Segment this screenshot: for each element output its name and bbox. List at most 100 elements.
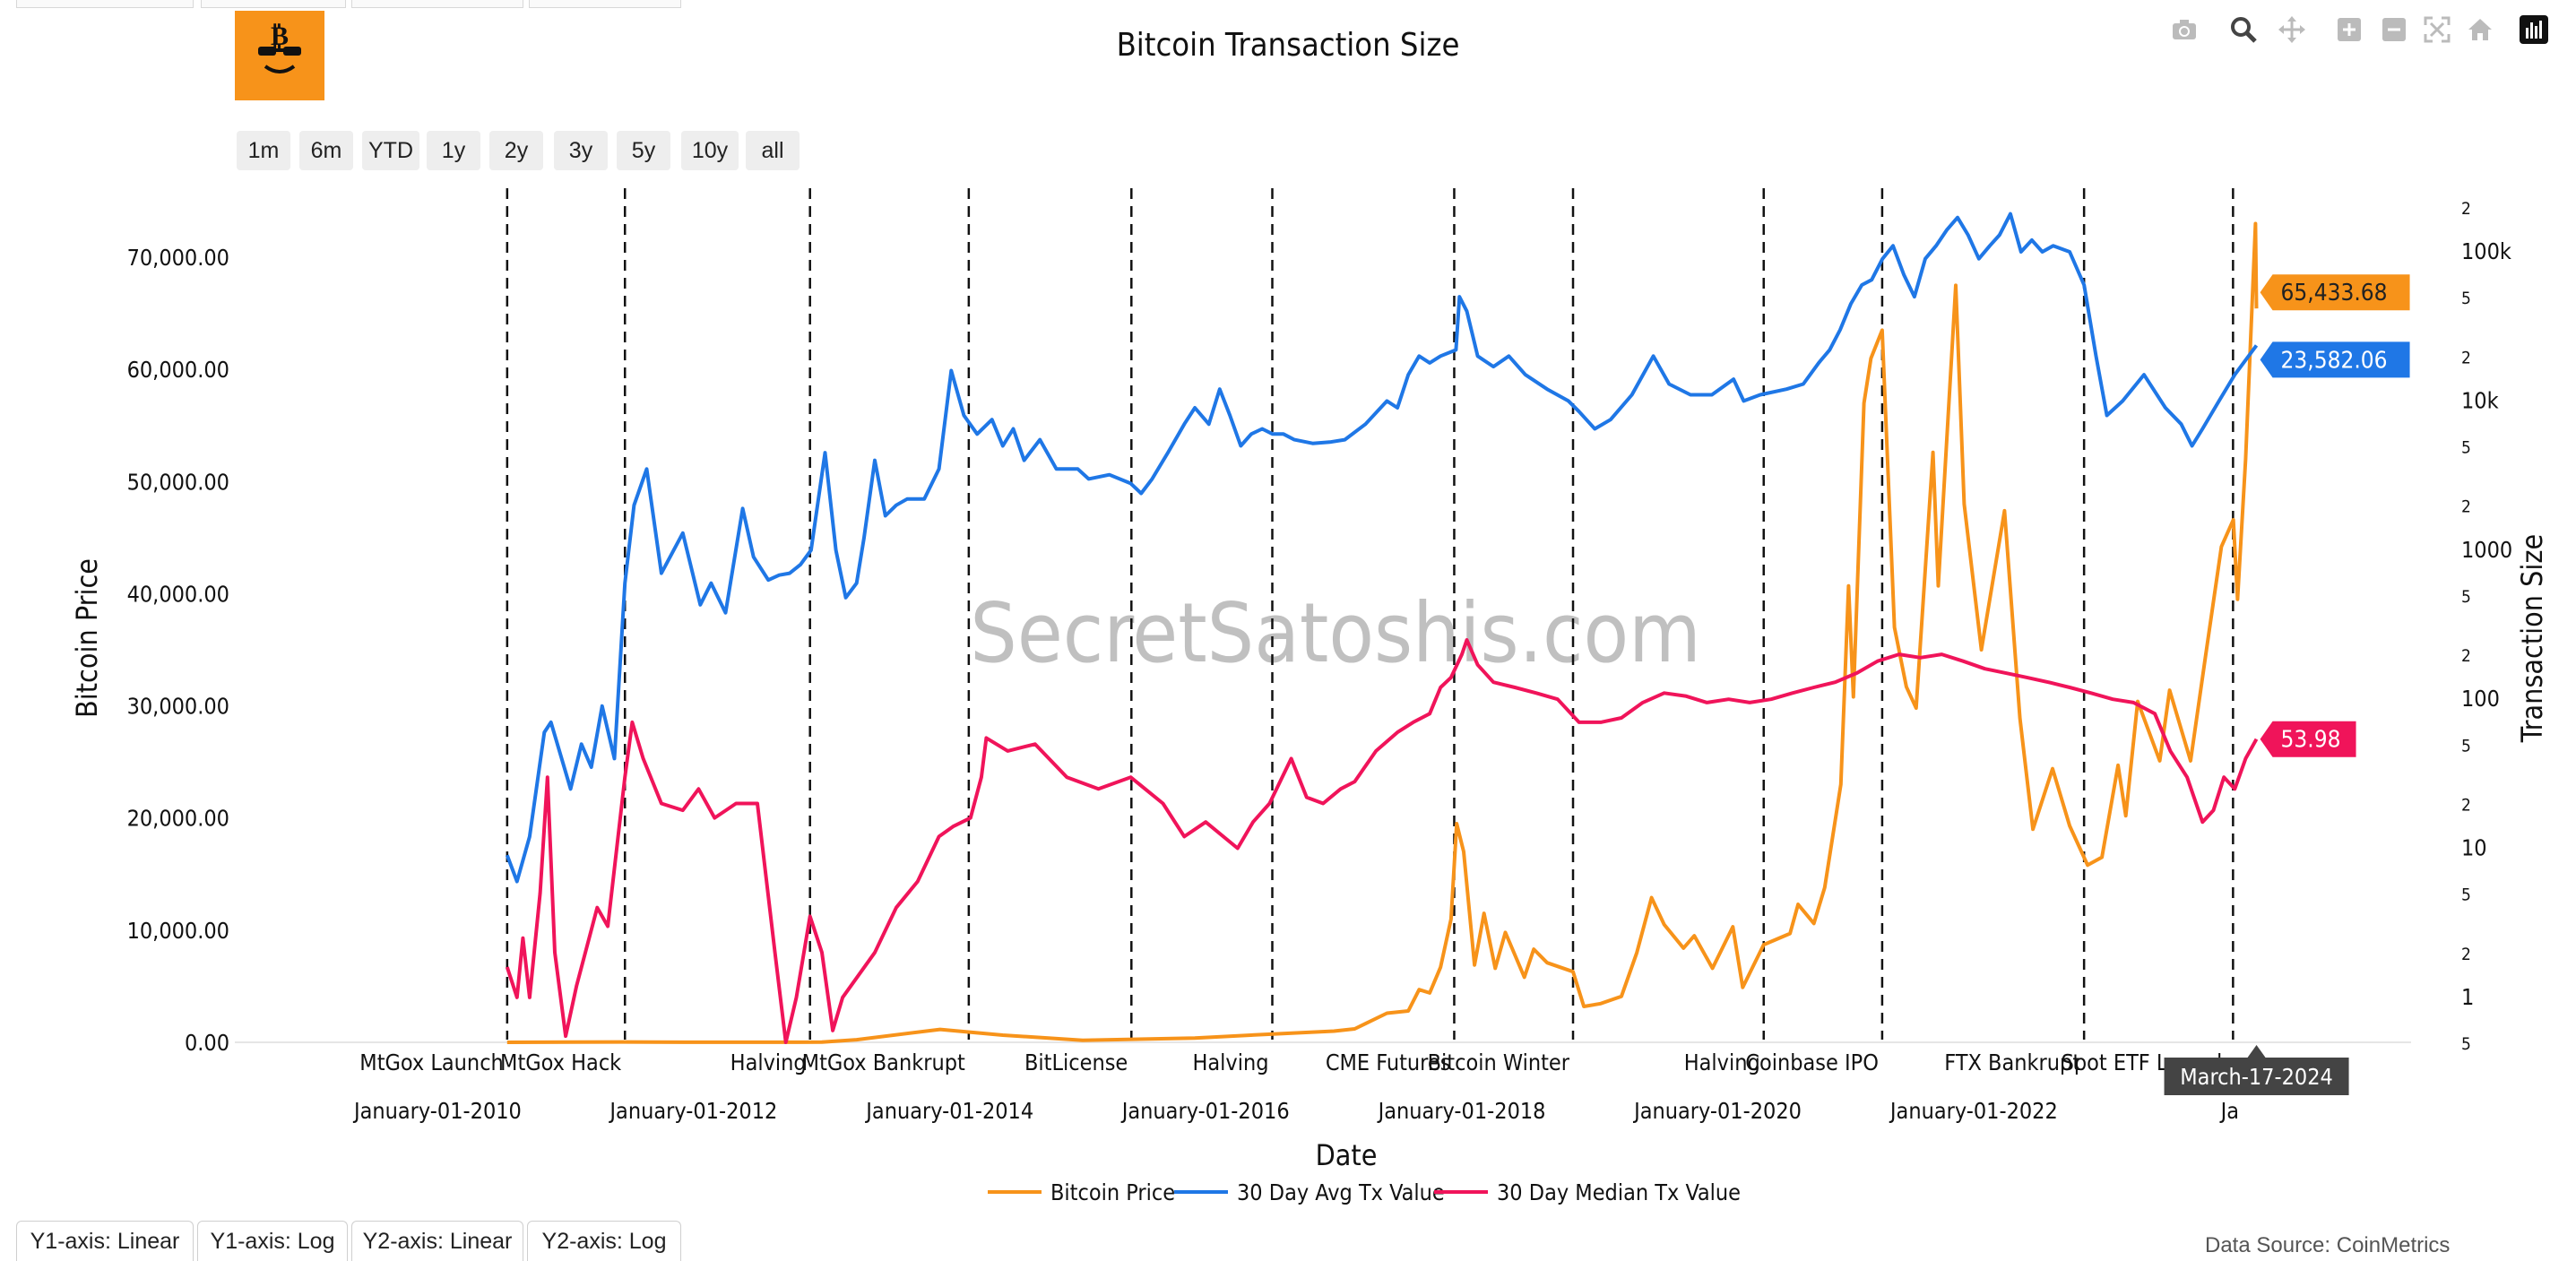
y2-tick-label-17: 5 (2461, 1034, 2471, 1054)
top-tab-2[interactable] (201, 0, 346, 8)
series-line-30-day-median-tx-value (505, 638, 2259, 1044)
y-axis-right: 1 2 5 10 2 5 100 2 5 1000 2 5 10k 2 5 100k 2 5 (2461, 199, 2512, 1054)
hover-label-median: 53.98 (2281, 727, 2341, 754)
y2-tick-label-3: 10 (2461, 835, 2487, 861)
y2-tick-label-1: 2 (2461, 945, 2471, 964)
hover-x-label: March-17-2024 (2180, 1064, 2333, 1090)
hover-label-median-box (2260, 721, 2356, 757)
legend: Bitcoin Price 30 Day Avg Tx Value 30 Day M… (988, 1179, 1741, 1205)
zoom-in-icon[interactable] (2334, 14, 2364, 45)
x-tick-label-partial: Ja (2219, 1098, 2239, 1124)
event-label-7: Bitcoin Winter (1428, 1049, 1570, 1075)
top-tab-4[interactable] (529, 0, 681, 8)
series-lines (505, 212, 2259, 1044)
hover-label-avg: 23,582.06 (2281, 347, 2388, 374)
y2-linear-button[interactable]: Y2-axis: Linear (351, 1221, 523, 1261)
event-label-2: Halving (730, 1049, 807, 1075)
event-label-8: Halving (1684, 1049, 1760, 1075)
legend-label-1[interactable]: 30 Day Avg Tx Value (1237, 1179, 1445, 1205)
event-label-9: Coinbase IPO (1745, 1049, 1879, 1075)
pan-icon[interactable] (2277, 14, 2307, 45)
y2-tick-label-14: 5 (2461, 289, 2471, 308)
y2-tick-label-8: 5 (2461, 587, 2471, 607)
event-label-1: MtGox Hack (500, 1049, 621, 1075)
y-tick-label-7: 70,000.00 (127, 245, 229, 271)
range-button-1y[interactable]: 1y (427, 131, 480, 170)
y2-tick-label-0: 1 (2461, 984, 2474, 1010)
x-axis-title: Date (1316, 1138, 1378, 1172)
y-tick-label-1: 10,000.00 (127, 918, 229, 944)
y2-tick-label-9: 1000 (2461, 537, 2512, 563)
range-button-1m[interactable]: 1m (237, 131, 290, 170)
x-tick-label-3: January-01-2016 (1120, 1098, 1290, 1124)
range-button-5y[interactable]: 5y (617, 131, 670, 170)
y1-linear-button[interactable]: Y1-axis: Linear (16, 1221, 194, 1261)
event-label-10: FTX Bankrupt (1944, 1049, 2080, 1075)
y2-tick-label-13: 2 (2461, 348, 2471, 367)
hover-label-price-box (2260, 274, 2410, 311)
series-line-30-day-avg-tx-value (505, 212, 2259, 884)
hover-labels: 65,433.68 23,582.06 53.98 March-17-2024 (2164, 274, 2410, 1095)
hover-label-price: 65,433.68 (2281, 280, 2388, 307)
y-tick-label-5: 50,000.00 (127, 469, 229, 495)
camera-icon[interactable] (2169, 14, 2200, 45)
y-axis-title: Bitcoin Price (70, 558, 104, 718)
x-tick-label-1: January-01-2012 (608, 1098, 777, 1124)
hover-label-avg-box (2260, 341, 2410, 378)
y2-tick-label-16: 2 (2461, 199, 2471, 219)
x-tick-label-5: January-01-2020 (1632, 1098, 1802, 1124)
event-label-5: Halving (1192, 1049, 1268, 1075)
x-tick-label-2: January-01-2014 (864, 1098, 1033, 1124)
y1-log-button[interactable]: Y1-axis: Log (197, 1221, 348, 1261)
y-axis-left: 0.00 10,000.00 20,000.00 30,000.00 40,000.00… (127, 245, 229, 1056)
y2-axis-title: Transaction Size (2515, 534, 2549, 743)
data-source-note: Data Source: CoinMetrics (2205, 1233, 2451, 1257)
y2-tick-label-7: 2 (2461, 646, 2471, 666)
legend-label-2[interactable]: 30 Day Median Tx Value (1497, 1179, 1741, 1205)
legend-label-0[interactable]: Bitcoin Price (1050, 1179, 1175, 1205)
event-label-4: BitLicense (1024, 1049, 1128, 1075)
plotly-logo-icon[interactable] (2519, 14, 2549, 45)
watermark: SecretSatoshis.com (970, 585, 1700, 681)
bitcoin-face-logo-icon: ₿ (235, 11, 324, 100)
y2-tick-label-6: 100 (2461, 686, 2500, 712)
range-button-2y[interactable]: 2y (489, 131, 543, 170)
event-label-0: MtGox Launch (359, 1049, 504, 1075)
range-button-ytd[interactable]: YTD (362, 131, 419, 170)
y2-tick-label-10: 2 (2461, 497, 2471, 517)
range-button-3y[interactable]: 3y (554, 131, 608, 170)
hover-x-label-box (2164, 1045, 2349, 1095)
x-tick-label-4: January-01-2018 (1377, 1098, 1546, 1124)
x-tick-label-0: January-01-2010 (352, 1098, 522, 1124)
y2-tick-label-12: 10k (2461, 387, 2499, 413)
y-tick-label-2: 20,000.00 (127, 806, 229, 832)
zoom-icon[interactable] (2228, 14, 2259, 45)
y2-tick-label-15: 100k (2461, 238, 2511, 264)
chart-title: Bitcoin Transaction Size (1116, 27, 1460, 64)
y-tick-label-3: 30,000.00 (127, 694, 229, 720)
y2-log-button[interactable]: Y2-axis: Log (527, 1221, 681, 1261)
top-tab-3[interactable] (351, 0, 523, 8)
range-button-10y[interactable]: 10y (681, 131, 739, 170)
range-button-all[interactable]: all (746, 131, 800, 170)
zoom-out-icon[interactable] (2379, 14, 2409, 45)
event-label-6: CME Futures (1326, 1049, 1451, 1075)
y2-tick-label-2: 5 (2461, 885, 2471, 905)
y2-tick-label-11: 5 (2461, 438, 2471, 458)
svg-text:₿: ₿ (271, 21, 289, 52)
autoscale-icon[interactable] (2422, 14, 2452, 45)
x-tick-label-6: January-01-2022 (1889, 1098, 2058, 1124)
y2-tick-label-5: 5 (2461, 736, 2471, 756)
y-tick-label-6: 60,000.00 (127, 357, 229, 383)
event-label-3: MtGox Bankrupt (802, 1049, 965, 1075)
x-axis: January-01-2010 January-01-2012 January-01… (352, 1098, 2239, 1124)
top-tab-1[interactable] (16, 0, 194, 8)
series-line-bitcoin-price (506, 221, 2259, 1044)
y-tick-label-0: 0.00 (185, 1030, 229, 1056)
y2-tick-label-4: 2 (2461, 795, 2471, 815)
reset-axes-icon[interactable] (2465, 14, 2495, 45)
range-button-6m[interactable]: 6m (299, 131, 353, 170)
y-tick-label-4: 40,000.00 (127, 581, 229, 607)
